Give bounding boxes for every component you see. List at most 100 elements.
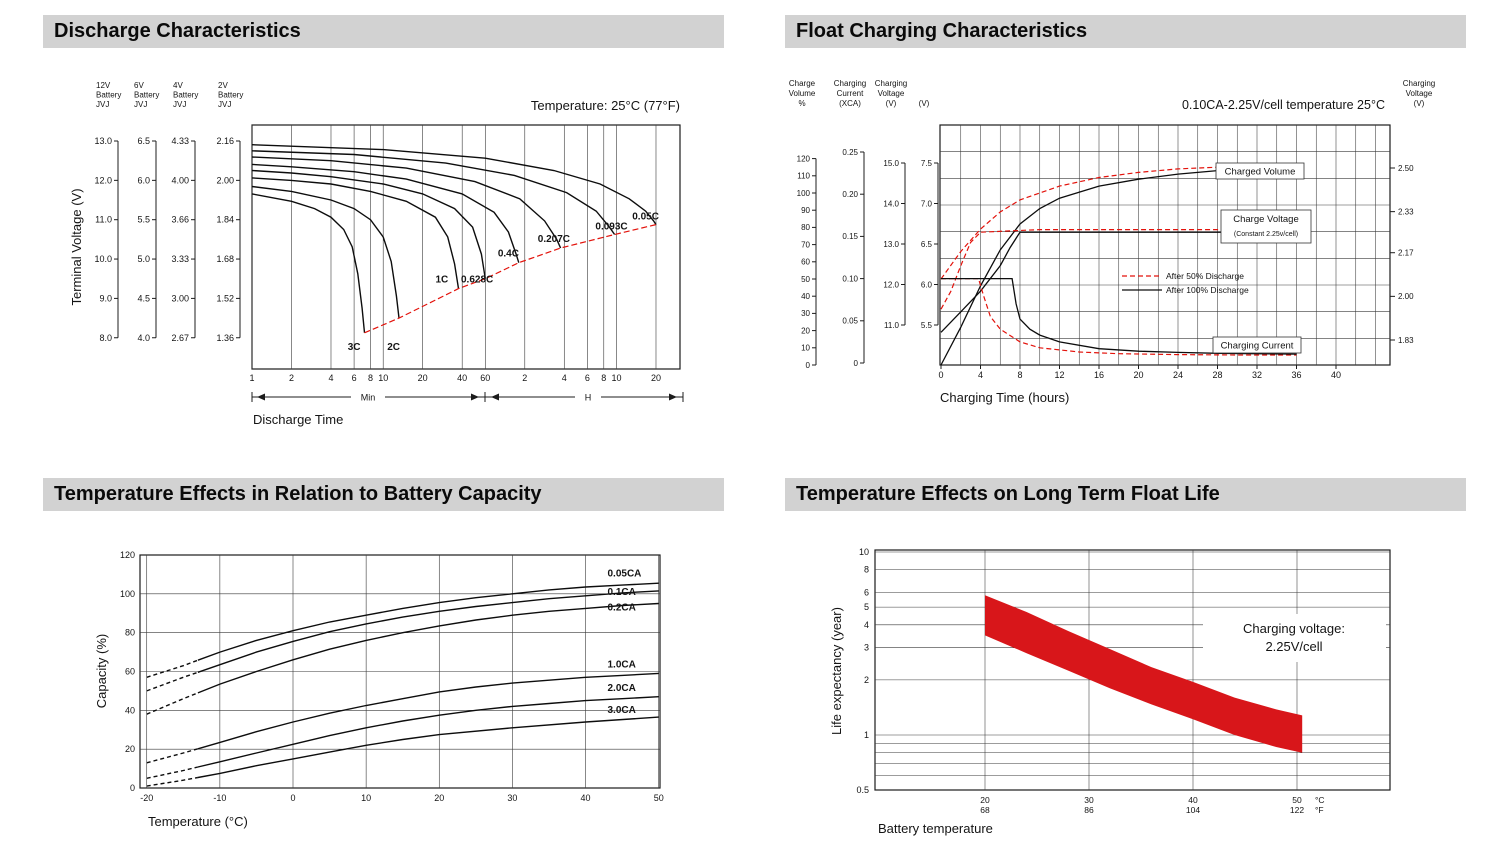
rate-label: 3.0CA	[608, 705, 636, 716]
ruler-arrowhead	[471, 393, 479, 401]
x-tick-label: 28	[1212, 370, 1222, 380]
y-tick-label: 1.84	[216, 215, 234, 225]
y-tick-label: 0	[130, 783, 135, 793]
x-tick-label: 6	[585, 373, 590, 383]
axis-header: (XCA)	[839, 99, 861, 108]
panel-float-life-title: Temperature Effects on Long Term Float L…	[796, 483, 1220, 505]
panel-float-charging-title-bar: Float Charging Characteristics	[785, 15, 1466, 48]
y-tick-label: 3.66	[171, 215, 189, 225]
discharge-curve-0.207C	[251, 156, 562, 249]
capacity-curve-0.05CA	[197, 582, 659, 661]
axis-header: %	[798, 99, 805, 108]
y-axis-title: Capacity (%)	[94, 634, 109, 708]
discharge-curve-0.05C	[251, 144, 657, 225]
y-tick-label: 100	[120, 589, 135, 599]
rate-label: 0.05C	[632, 212, 659, 223]
y-tick-label: 10	[859, 547, 869, 557]
x-tick-label: 20	[434, 793, 444, 803]
axis-tick-label: 5.5	[921, 321, 933, 330]
y-tick-label: 6.5	[137, 136, 150, 146]
y-tick-label: 1.52	[216, 293, 234, 303]
x-tick-label: 2	[522, 373, 527, 383]
y-axis-header: Battery	[173, 91, 198, 100]
discharge-curve-3C	[251, 193, 366, 333]
charging-voltage-note: Charging voltage:	[1243, 621, 1345, 636]
axis-tick-label: 2.33	[1398, 207, 1414, 216]
axis-header: Charging	[1403, 79, 1435, 88]
axis-tick-label: 14.0	[883, 199, 899, 208]
x-tick-label-fahrenheit: 104	[1186, 805, 1200, 815]
curve-vcell-solid-black	[940, 231, 1297, 333]
x-axis-title: Charging Time (hours)	[940, 390, 1069, 405]
axis-header: (V)	[919, 99, 930, 108]
y-axis-header: 2V	[218, 81, 228, 90]
x-tick-label-fahrenheit: 68	[980, 805, 990, 815]
y-axis-header: Battery	[96, 91, 121, 100]
axis-header: (V)	[886, 99, 897, 108]
rate-label: 1.0CA	[608, 660, 636, 671]
y-axis-header: JVJ	[96, 100, 109, 109]
discharge-curve-2C	[251, 185, 400, 319]
x-tick-label: 8	[601, 373, 606, 383]
capacity-curve-dashed-0.05CA	[146, 659, 199, 678]
y-tick-label: 6.0	[137, 175, 150, 185]
panel-float-life: Temperature Effects on Long Term Float L…	[785, 478, 1466, 848]
label-box	[1215, 162, 1305, 180]
axis-tick-label: 90	[801, 206, 810, 215]
ruler-label-min: Min	[361, 393, 376, 403]
x-tick-label: 4	[328, 373, 333, 383]
axis-tick-label: 0.05	[842, 317, 858, 326]
x-tick-label: -20	[140, 793, 153, 803]
axis-tick-label: 60	[801, 258, 810, 267]
y-tick-label: 3.00	[171, 293, 189, 303]
curve-label: Charge Voltage	[1233, 214, 1299, 225]
x-tick-label: 2	[289, 373, 294, 383]
axis-tick-label: 2.50	[1398, 164, 1414, 173]
axis-header: Voltage	[878, 89, 905, 98]
x-tick-label: 32	[1252, 370, 1262, 380]
temperature-capacity-chart: -20 -10 0 10 20 30 40 50 0 20 40 60 80 100 120 0.05CA 0.…	[94, 550, 664, 829]
axis-tick-label: 6.5	[921, 240, 933, 249]
x-tick-label: 24	[1173, 370, 1183, 380]
y-tick-label: 10.0	[94, 254, 112, 264]
x-tick-label: 12	[1054, 370, 1064, 380]
x-tick-label: 6	[352, 373, 357, 383]
panel-temperature-capacity-title: Temperature Effects in Relation to Batte…	[54, 483, 542, 505]
rate-label: 1C	[435, 274, 448, 285]
axis-tick-label: 11.0	[884, 321, 900, 330]
y-axis-header: JVJ	[173, 100, 186, 109]
axis-tick-label: 13.0	[883, 240, 899, 249]
y-tick-label: 4	[864, 620, 869, 630]
rate-label: 0.05CA	[608, 568, 642, 579]
panel-float-charging-title: Float Charging Characteristics	[796, 20, 1088, 42]
x-unit-celsius: °C	[1315, 795, 1325, 805]
x-tick-label: 30	[507, 793, 517, 803]
axis-tick-label: 0	[854, 359, 859, 368]
capacity-curve-1.0CA	[197, 672, 659, 750]
float-life-band	[985, 595, 1303, 753]
y-tick-label: 4.33	[171, 136, 189, 146]
y-tick-label: 5	[864, 602, 869, 612]
chart-annotation: 0.10CA-2.25V/cell temperature 25°C	[1182, 98, 1385, 112]
y-tick-label: 1	[864, 730, 869, 740]
y-tick-label: 4.00	[171, 175, 189, 185]
y-tick-label: 60	[125, 666, 135, 676]
y-tick-label: 3.33	[171, 254, 189, 264]
rate-label: 0.1CA	[608, 587, 636, 598]
x-tick-label: 4	[978, 370, 983, 380]
annotation-bg	[1203, 614, 1386, 662]
x-tick-label: 40	[1331, 370, 1341, 380]
discharge-characteristics-chart: 1 2 4 6 8 10 20 40 60 2 4 6 8 10 2012VBatteryJVJ13.012…	[69, 81, 684, 427]
y-axis-header: 12V	[96, 81, 111, 90]
axis-tick-label: 7.0	[921, 199, 933, 208]
rate-label: 0.4C	[498, 249, 519, 260]
y-axis-title: Terminal Voltage (V)	[69, 188, 84, 305]
panel-float-charging: Float Charging Characteristics 0 4 8 12 16 20…	[785, 15, 1466, 448]
ruler-label-bg	[351, 390, 385, 404]
ruler-label-h: H	[585, 393, 592, 403]
axis-tick-label: 1.83	[1398, 336, 1414, 345]
curve-label: Charged Volume	[1225, 167, 1296, 178]
capacity-curve-3.0CA	[197, 716, 659, 779]
y-tick-label: 8	[864, 565, 869, 575]
panel-discharge-title-bar: Discharge Characteristics	[43, 15, 724, 48]
